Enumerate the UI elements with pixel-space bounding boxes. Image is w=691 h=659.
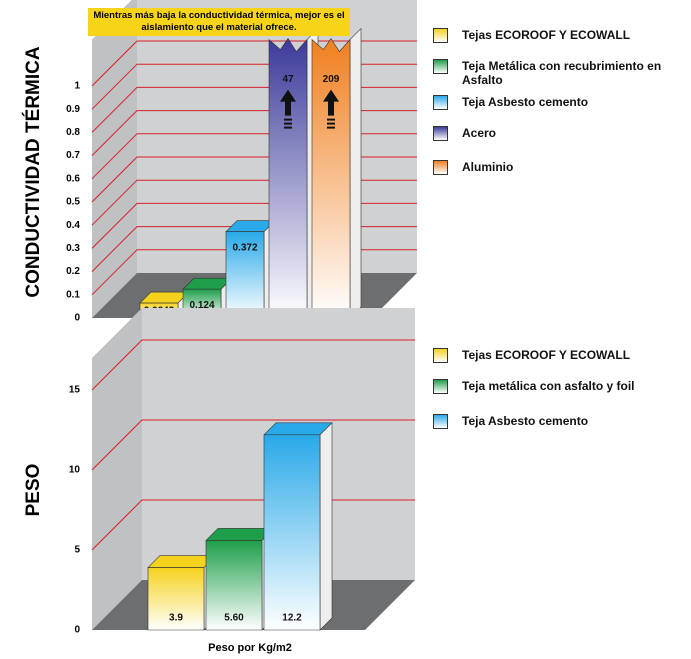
y-tick-label: 0.3 (66, 243, 80, 254)
legend-swatch (433, 126, 448, 141)
y-tick-label: 5 (74, 545, 80, 556)
bar-side (349, 27, 362, 319)
arrow (323, 89, 339, 116)
y-tick-label: 0.8 (66, 127, 80, 138)
value-label: 209 (323, 74, 340, 85)
y-axis-label: PESO (23, 464, 44, 517)
value-label: 3.9 (169, 613, 183, 624)
legend-label: Teja Asbesto cemento (462, 95, 589, 109)
grid-line (91, 419, 415, 471)
legend-swatch (433, 95, 448, 110)
y-tick-label: 15 (69, 385, 81, 396)
value-label: 0.372 (232, 242, 257, 253)
legend-label: Teja metálica con asfalto y foil (462, 379, 635, 393)
y-tick-label: 0.1 (66, 289, 80, 300)
arrow (280, 89, 296, 116)
legend-swatch (433, 348, 448, 363)
grid-line (91, 40, 417, 87)
y-tick-label: 0 (74, 625, 80, 636)
value-label: 47 (282, 74, 294, 85)
y-tick-label: 1 (74, 81, 80, 92)
legend-label: Teja Asbesto cemento (462, 414, 589, 428)
legend-item: Tejas ECOROOF Y ECOWALL (433, 348, 683, 363)
y-tick-label: 0.6 (66, 173, 80, 184)
legend-label: Teja Metálica con recubrimiento en Asfal… (462, 59, 662, 87)
x-axis-label: Peso por Kg/m2 (208, 642, 292, 654)
legend-item: Teja Metálica con recubrimiento en Asfal… (433, 59, 683, 87)
y-tick-label: 0.2 (66, 266, 80, 277)
value-label: 12.2 (282, 613, 302, 624)
grid-line (91, 339, 415, 391)
legend-item: Teja Asbesto cemento (433, 414, 683, 429)
y-tick-label: 0 (74, 313, 80, 324)
legend-swatch (433, 160, 448, 175)
legend-item: Tejas ECOROOF Y ECOWALL (433, 28, 683, 43)
legend-label: Tejas ECOROOF Y ECOWALL (462, 28, 631, 42)
y-tick-label: 0.5 (66, 197, 80, 208)
side-wall (92, 308, 142, 630)
y-tick-label: 0.9 (66, 104, 80, 115)
legend-item: Teja metálica con asfalto y foil (433, 379, 683, 394)
legend-label: Acero (462, 126, 497, 140)
bar (147, 567, 205, 631)
bar-side (319, 422, 333, 631)
legend-item: Teja Asbesto cemento (433, 95, 683, 110)
bar (205, 540, 263, 631)
legend-swatch (433, 59, 448, 74)
legend-item: Acero (433, 126, 683, 141)
legend-label: Aluminio (462, 160, 514, 174)
legend-label: Tejas ECOROOF Y ECOWALL (462, 348, 631, 362)
legend-swatch (433, 414, 448, 429)
legend-swatch (433, 28, 448, 43)
y-tick-label: 10 (69, 465, 81, 476)
bar (263, 434, 321, 631)
value-label: 5.60 (224, 613, 244, 624)
y-tick-label: 0.4 (66, 220, 80, 231)
y-tick-label: 0.7 (66, 150, 80, 161)
y-axis-label: CONDUCTIVIDAD TÉRMICA (22, 46, 44, 297)
value-label: 0.124 (189, 300, 214, 311)
legend-item: Aluminio (433, 160, 683, 175)
annotation: Mientras más baja la conductividad térmi… (88, 8, 350, 36)
legend-swatch (433, 379, 448, 394)
